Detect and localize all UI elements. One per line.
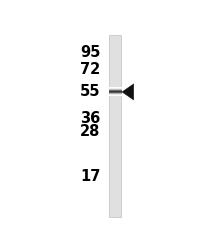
Polygon shape bbox=[122, 84, 134, 101]
Bar bbox=[109, 36, 121, 217]
Text: 72: 72 bbox=[80, 62, 101, 77]
Text: 28: 28 bbox=[80, 124, 101, 138]
Text: 36: 36 bbox=[80, 110, 101, 125]
Text: 55: 55 bbox=[80, 83, 101, 98]
Text: 95: 95 bbox=[80, 45, 101, 60]
Text: 17: 17 bbox=[80, 168, 101, 183]
